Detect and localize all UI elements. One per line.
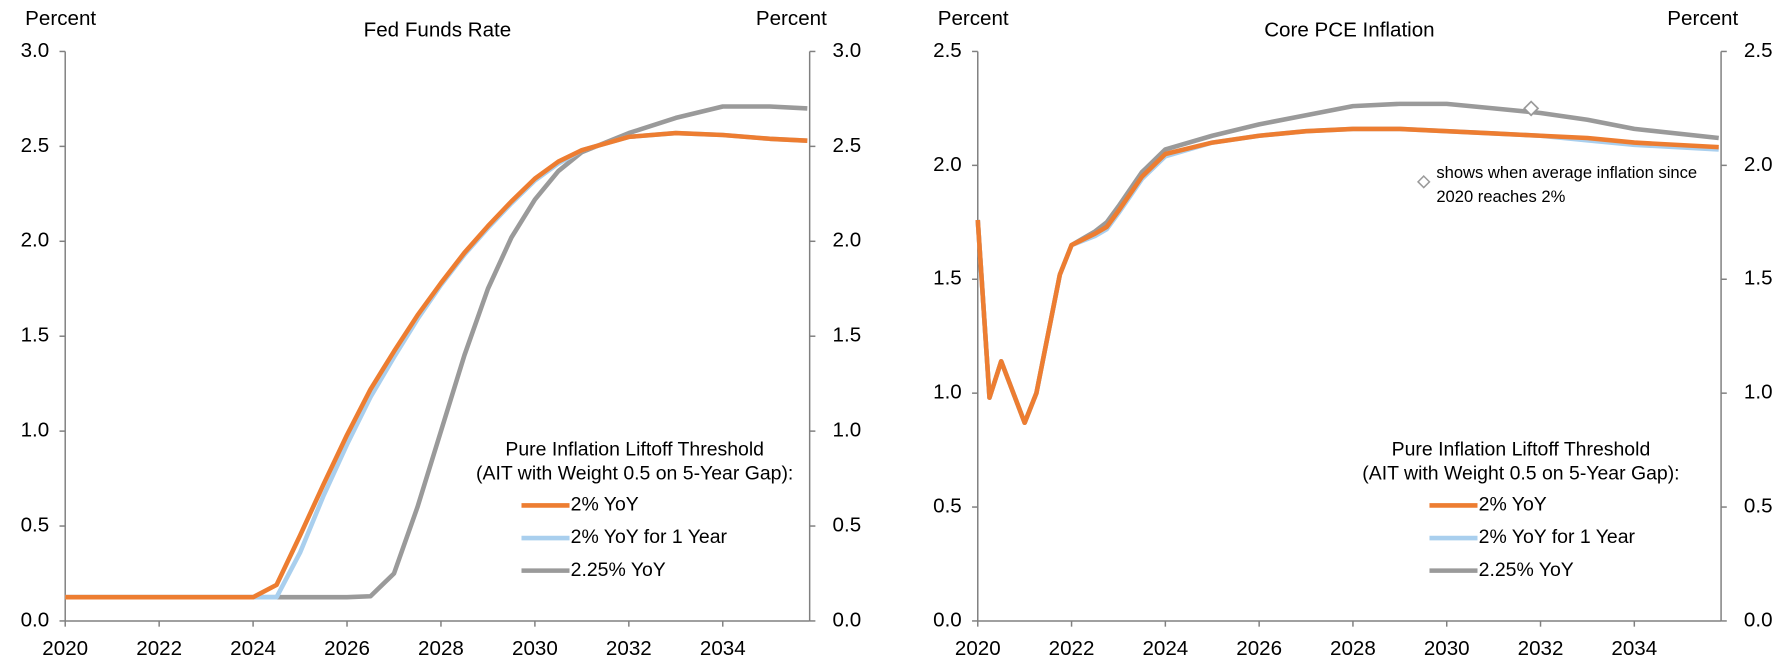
legend-label: 2% YoY for 1 Year	[1479, 526, 1636, 548]
y2-tick-label: 1.5	[1744, 267, 1773, 290]
y2-tick-label: 0.5	[833, 513, 862, 536]
y-tick-label: 0.5	[933, 494, 962, 517]
annotation-text: 2020 reaches 2%	[1436, 187, 1565, 206]
x-tick-label: 2030	[512, 637, 558, 658]
legend-label: 2.25% YoY	[1479, 559, 1574, 581]
annotation-icon	[1416, 175, 1431, 189]
y2-axis-label: Percent	[1667, 7, 1738, 30]
series-line	[65, 130, 808, 600]
x-tick-label: 2034	[700, 637, 746, 658]
x-tick-label: 2022	[1049, 637, 1095, 658]
y-tick-label: 2.5	[933, 39, 962, 62]
x-tick-label: 2028	[418, 637, 464, 658]
y2-tick-label: 0.0	[833, 608, 862, 631]
legend-label: 2% YoY	[1479, 494, 1547, 516]
y2-axis-label: Percent	[756, 7, 827, 30]
y-tick-label: 0.5	[21, 513, 50, 536]
y-tick-label: 1.5	[21, 324, 50, 347]
y-axis-label: Percent	[25, 7, 96, 30]
series-line	[65, 104, 808, 600]
y2-tick-label: 2.5	[833, 134, 862, 157]
series-line	[975, 101, 1719, 426]
legend-title: Pure Inflation Liftoff Threshold	[505, 439, 764, 461]
y2-tick-label: 2.5	[1744, 39, 1773, 62]
legend-label: 2% YoY for 1 Year	[571, 526, 728, 548]
legend-title: Pure Inflation Liftoff Threshold	[1392, 439, 1651, 461]
y-tick-label: 2.5	[21, 134, 50, 157]
chart-title: Core PCE Inflation	[1264, 18, 1434, 41]
y-tick-label: 1.0	[933, 381, 962, 404]
x-tick-label: 2024	[230, 637, 276, 658]
x-tick-label: 2026	[324, 637, 370, 658]
x-tick-label: 2026	[1236, 637, 1282, 658]
y-tick-label: 1.5	[933, 267, 962, 290]
y2-tick-label: 1.0	[1744, 381, 1773, 404]
y-tick-label: 0.0	[933, 608, 962, 631]
y-tick-label: 2.0	[933, 153, 962, 176]
series-line	[975, 126, 1719, 426]
y-tick-label: 2.0	[21, 229, 50, 252]
x-tick-label: 2034	[1611, 637, 1657, 658]
y-axis-label: Percent	[938, 7, 1009, 30]
marker	[1523, 100, 1540, 117]
legend-title: (AIT with Weight 0.5 on 5-Year Gap):	[1362, 463, 1679, 485]
legend-title: (AIT with Weight 0.5 on 5-Year Gap):	[476, 463, 793, 485]
y2-tick-label: 0.0	[1744, 608, 1773, 631]
x-tick-label: 2032	[606, 637, 652, 658]
x-tick-label: 2030	[1424, 637, 1470, 658]
x-tick-label: 2022	[136, 637, 182, 658]
legend-label: 2% YoY	[571, 494, 639, 516]
annotation-text: shows when average inflation since	[1436, 163, 1697, 182]
legend-label: 2.25% YoY	[571, 559, 666, 581]
x-tick-label: 2028	[1330, 637, 1376, 658]
y-tick-label: 0.0	[21, 608, 50, 631]
chart-title: Fed Funds Rate	[364, 18, 512, 41]
x-tick-label: 2032	[1518, 637, 1564, 658]
y2-tick-label: 2.0	[1744, 153, 1773, 176]
y2-tick-label: 0.5	[1744, 494, 1773, 517]
x-tick-label: 2020	[42, 637, 88, 658]
x-tick-label: 2024	[1142, 637, 1188, 658]
y2-tick-label: 2.0	[833, 229, 862, 252]
y2-tick-label: 3.0	[833, 39, 862, 62]
y2-tick-label: 1.5	[833, 324, 862, 347]
x-tick-label: 2020	[955, 637, 1001, 658]
y-tick-label: 3.0	[21, 39, 50, 62]
y-tick-label: 1.0	[21, 419, 50, 442]
y2-tick-label: 1.0	[833, 419, 862, 442]
